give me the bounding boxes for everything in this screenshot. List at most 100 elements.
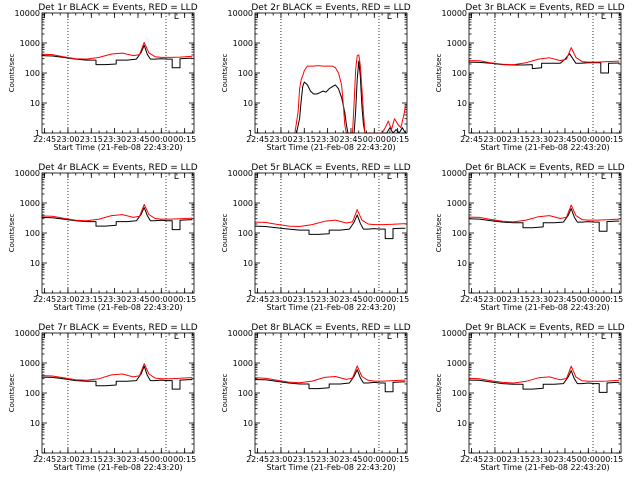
lld-series-line: [468, 47, 620, 66]
panel-title: Det 1r BLACK = Events, RED = LLD: [38, 3, 197, 13]
plot-frame: [254, 332, 408, 454]
x-tick-label: 23:15: [80, 135, 103, 144]
x-tick-label: 00:00: [363, 295, 386, 304]
x-axis-label: Start Time (21-Feb-08 22:43:20): [266, 463, 395, 472]
x-tick-label: 00:15: [386, 455, 409, 464]
y-tick-label: 1: [462, 289, 467, 298]
l-marker: L: [387, 12, 392, 22]
lld-series-line: [41, 203, 193, 222]
x-tick-label: 23:15: [507, 295, 530, 304]
y-tick-label: 1: [462, 449, 467, 458]
y-tick-label: 1000: [20, 199, 40, 208]
x-tick-label: 22:45: [246, 295, 269, 304]
x-tick-label: 22:45: [33, 135, 56, 144]
events-series-line: [41, 365, 193, 390]
x-tick-label: 00:00: [150, 135, 173, 144]
x-tick-label: 23:00: [269, 455, 292, 464]
lld-series-line: [41, 41, 193, 60]
detector-panel-9: Det 9r BLACK = Events, RED = LLD 1 10 100 10…: [435, 323, 625, 472]
panel-title: Det 8r BLACK = Events, RED = LLD: [251, 323, 410, 333]
plot-frame: [254, 12, 408, 134]
y-tick-label: 10000: [15, 9, 40, 18]
x-axis-label: Start Time (21-Feb-08 22:43:20): [480, 143, 609, 152]
x-tick-label: 23:15: [293, 455, 316, 464]
detector-panel-3: Det 3r BLACK = Events, RED = LLD 1 10 100 10…: [435, 3, 625, 152]
l-marker: L: [387, 332, 392, 342]
x-tick-label: 22:45: [246, 135, 269, 144]
plot-frame: [254, 172, 408, 294]
y-tick-label: 10000: [228, 329, 253, 338]
lld-series-line: [294, 54, 406, 134]
x-tick-label: 23:30: [316, 455, 339, 464]
x-tick-label: 00:15: [386, 295, 409, 304]
l-marker: L: [174, 332, 179, 342]
y-tick-label: 10: [30, 419, 40, 428]
y-axis-label: Counts/sec: [221, 214, 229, 253]
l-marker: L: [174, 12, 179, 22]
x-axis-label: Start Time (21-Feb-08 22:43:20): [53, 303, 182, 312]
x-axis-label: Start Time (21-Feb-08 22:43:20): [53, 463, 182, 472]
y-tick-label: 1: [35, 449, 40, 458]
x-axis-label: Start Time (21-Feb-08 22:43:20): [266, 143, 395, 152]
x-axis-label: Start Time (21-Feb-08 22:43:20): [266, 303, 395, 312]
events-series-line: [41, 44, 193, 69]
y-tick-label: 100: [25, 389, 40, 398]
x-tick-label: 22:45: [460, 135, 483, 144]
x-tick-label: 23:45: [126, 295, 149, 304]
detector-panel-5: Det 5r BLACK = Events, RED = LLD 1 10 100 10…: [221, 163, 411, 312]
lld-series-line: [41, 363, 193, 381]
lld-series-line: [254, 209, 406, 227]
y-tick-label: 1000: [447, 359, 467, 368]
x-tick-label: 00:15: [173, 135, 196, 144]
detector-panel-1: Det 1r BLACK = Events, RED = LLD 1 10 100 10…: [8, 3, 198, 152]
plot-frame: [41, 12, 195, 134]
y-axis-label: Counts/sec: [435, 214, 443, 253]
l-marker: L: [174, 172, 179, 182]
y-tick-label: 10000: [442, 9, 467, 18]
x-tick-label: 23:15: [507, 455, 530, 464]
panel-title: Det 4r BLACK = Events, RED = LLD: [38, 163, 197, 173]
x-tick-label: 23:00: [483, 455, 506, 464]
x-tick-label: 23:00: [483, 135, 506, 144]
x-tick-label: 00:15: [386, 135, 409, 144]
x-tick-label: 23:00: [56, 135, 79, 144]
y-axis-label: Counts/sec: [435, 374, 443, 413]
y-tick-label: 1000: [447, 199, 467, 208]
x-tick-label: 22:45: [460, 295, 483, 304]
y-tick-label: 1: [248, 289, 253, 298]
y-tick-label: 10: [243, 419, 253, 428]
plot-frame: [468, 172, 622, 294]
x-tick-label: 00:00: [577, 455, 600, 464]
x-tick-label: 23:30: [530, 295, 553, 304]
y-tick-label: 1: [248, 449, 253, 458]
y-tick-label: 10000: [442, 329, 467, 338]
events-series-line: [41, 207, 193, 231]
events-series-line: [468, 370, 620, 393]
y-tick-label: 1: [248, 129, 253, 138]
x-tick-label: 23:15: [507, 135, 530, 144]
y-axis-label: Counts/sec: [8, 214, 16, 253]
x-tick-label: 23:00: [269, 135, 292, 144]
x-tick-label: 00:00: [363, 135, 386, 144]
x-tick-label: 23:30: [103, 295, 126, 304]
x-tick-label: 00:00: [577, 295, 600, 304]
y-tick-label: 10: [243, 259, 253, 268]
y-tick-label: 10000: [228, 9, 253, 18]
x-tick-label: 23:45: [339, 295, 362, 304]
y-tick-label: 100: [452, 229, 467, 238]
y-tick-label: 10000: [15, 329, 40, 338]
y-tick-label: 10: [243, 99, 253, 108]
y-axis-label: Counts/sec: [435, 54, 443, 93]
y-tick-label: 1000: [447, 39, 467, 48]
x-tick-label: 22:45: [33, 455, 56, 464]
x-tick-label: 23:30: [103, 455, 126, 464]
x-tick-label: 22:45: [460, 455, 483, 464]
y-axis-label: Counts/sec: [8, 54, 16, 93]
y-tick-label: 1000: [20, 359, 40, 368]
y-tick-label: 1: [35, 289, 40, 298]
plot-frame: [41, 332, 195, 454]
y-tick-label: 10: [457, 419, 467, 428]
lld-series-line: [468, 204, 620, 223]
x-tick-label: 23:15: [80, 295, 103, 304]
